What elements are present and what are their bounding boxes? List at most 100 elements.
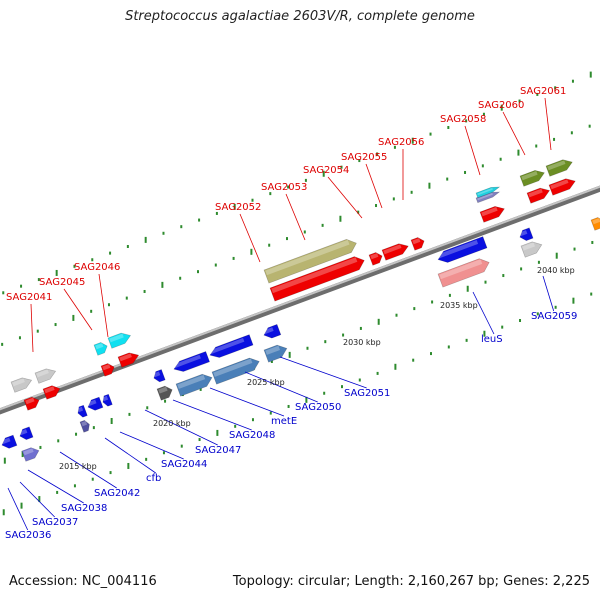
- gene-feature[interactable]: [410, 236, 426, 251]
- gene-feature[interactable]: [548, 176, 577, 196]
- leader-line: [19, 481, 55, 518]
- gene-label-sag2053[interactable]: SAG2053: [261, 182, 307, 193]
- gene-label-sag2044[interactable]: SAG2044: [161, 459, 207, 470]
- leader-line: [542, 275, 555, 312]
- gene-label-sag2051[interactable]: SAG2051: [344, 388, 390, 399]
- gene-feature[interactable]: [381, 241, 410, 261]
- gene-feature[interactable]: [520, 239, 544, 258]
- gene-feature[interactable]: [545, 157, 574, 177]
- scale-label: 2015 kbp: [59, 462, 97, 471]
- leader-line: [544, 97, 552, 151]
- gene-feature[interactable]: [518, 227, 534, 242]
- gene-feature[interactable]: [368, 251, 384, 266]
- gene-label-sag2048[interactable]: SAG2048: [229, 430, 275, 441]
- leader-line: [172, 399, 252, 431]
- gene-feature[interactable]: [172, 351, 210, 374]
- gene-feature[interactable]: [479, 204, 506, 223]
- gene-feature[interactable]: [18, 426, 34, 441]
- leader-line: [63, 288, 93, 331]
- gene-feature[interactable]: [79, 419, 91, 433]
- scale-label: 2035 kbp: [440, 301, 478, 310]
- gene-label-sag2055[interactable]: SAG2055: [341, 152, 387, 163]
- gene-label-sag2056[interactable]: SAG2056: [378, 137, 424, 148]
- genome-backbone-highlight: [0, 185, 600, 411]
- topology-text: Topology: circular; Length: 2,160,267 bp…: [232, 574, 590, 589]
- gene-feature[interactable]: [475, 185, 501, 199]
- gene-label-sag2050[interactable]: SAG2050: [295, 402, 341, 413]
- scale-label: 2040 kbp: [537, 266, 575, 275]
- gene-feature[interactable]: [262, 324, 282, 340]
- leader-line: [472, 291, 495, 335]
- gene-label-sag2058[interactable]: SAG2058: [440, 114, 486, 125]
- gene-label-sag2059[interactable]: SAG2059: [531, 311, 577, 322]
- gene-label-sag2042[interactable]: SAG2042: [94, 488, 140, 499]
- leader-line: [209, 387, 285, 417]
- gene-feature[interactable]: [86, 396, 104, 412]
- leader-line: [244, 371, 318, 403]
- gene-label-mete[interactable]: metE: [271, 416, 297, 427]
- gene-feature[interactable]: [211, 355, 262, 385]
- gene-feature[interactable]: [208, 334, 254, 361]
- gene-label-sag2041[interactable]: SAG2041: [6, 292, 52, 303]
- gene-feature[interactable]: [107, 330, 132, 349]
- gene-feature[interactable]: [93, 341, 109, 356]
- gene-feature[interactable]: [436, 236, 488, 266]
- leader-line: [279, 356, 367, 389]
- gene-feature[interactable]: [263, 237, 359, 284]
- leader-line: [7, 487, 29, 531]
- leader-line: [27, 469, 84, 504]
- scale-label: 2030 kbp: [343, 338, 381, 347]
- gene-feature[interactable]: [10, 375, 34, 393]
- gene-label-cfb[interactable]: cfb: [146, 473, 161, 484]
- gene-feature[interactable]: [269, 254, 367, 302]
- gene-feature[interactable]: [21, 445, 41, 462]
- gene-label-sag2054[interactable]: SAG2054: [303, 165, 349, 176]
- gene-label-sag2038[interactable]: SAG2038: [61, 503, 107, 514]
- gene-feature[interactable]: [76, 404, 88, 418]
- accession-text: Accession: NC_004116: [9, 574, 157, 589]
- leader-line: [239, 213, 261, 263]
- gene-label-sag2061[interactable]: SAG2061: [520, 86, 566, 97]
- genome-backbone: [0, 185, 600, 415]
- gene-feature[interactable]: [42, 383, 62, 400]
- scale-label: 2025 kbp: [247, 378, 285, 387]
- gene-label-sag2036[interactable]: SAG2036: [5, 530, 51, 541]
- gene-feature[interactable]: [526, 185, 551, 204]
- gene-feature[interactable]: [152, 369, 166, 384]
- leader-line: [119, 431, 184, 460]
- gene-feature[interactable]: [101, 393, 113, 407]
- gene-label-sag2046[interactable]: SAG2046: [74, 262, 120, 273]
- gene-label-leus[interactable]: leuS: [481, 334, 503, 345]
- leader-line: [365, 163, 383, 209]
- gene-feature[interactable]: [23, 395, 41, 411]
- gene-feature[interactable]: [437, 256, 492, 288]
- gene-features: [0, 157, 600, 462]
- leader-line: [327, 176, 363, 219]
- leader-line: [144, 409, 218, 446]
- leader-line: [30, 303, 34, 353]
- gene-feature[interactable]: [263, 342, 289, 363]
- gene-label-sag2047[interactable]: SAG2047: [195, 445, 241, 456]
- gene-label-sag2037[interactable]: SAG2037: [32, 517, 78, 528]
- gene-feature[interactable]: [156, 384, 174, 401]
- gene-feature[interactable]: [590, 216, 600, 231]
- leader-line: [98, 273, 109, 338]
- leader-line: [502, 111, 526, 156]
- gene-feature[interactable]: [117, 350, 141, 368]
- gene-feature[interactable]: [175, 371, 214, 397]
- leader-line: [464, 125, 481, 176]
- scale-label: 2020 kbp: [153, 419, 191, 428]
- gene-label-sag2060[interactable]: SAG2060: [478, 100, 524, 111]
- track-dots: [1, 71, 594, 516]
- leader-line: [285, 193, 306, 241]
- gene-label-sag2045[interactable]: SAG2045: [39, 277, 85, 288]
- leader-line: [59, 451, 117, 489]
- gene-feature[interactable]: [34, 366, 58, 384]
- genome-title: Streptococcus agalactiae 2603V/R, comple…: [125, 9, 475, 24]
- gene-feature[interactable]: [0, 434, 18, 450]
- gene-label-sag2052[interactable]: SAG2052: [215, 202, 261, 213]
- gene-feature[interactable]: [519, 168, 546, 187]
- gene-feature[interactable]: [100, 362, 116, 377]
